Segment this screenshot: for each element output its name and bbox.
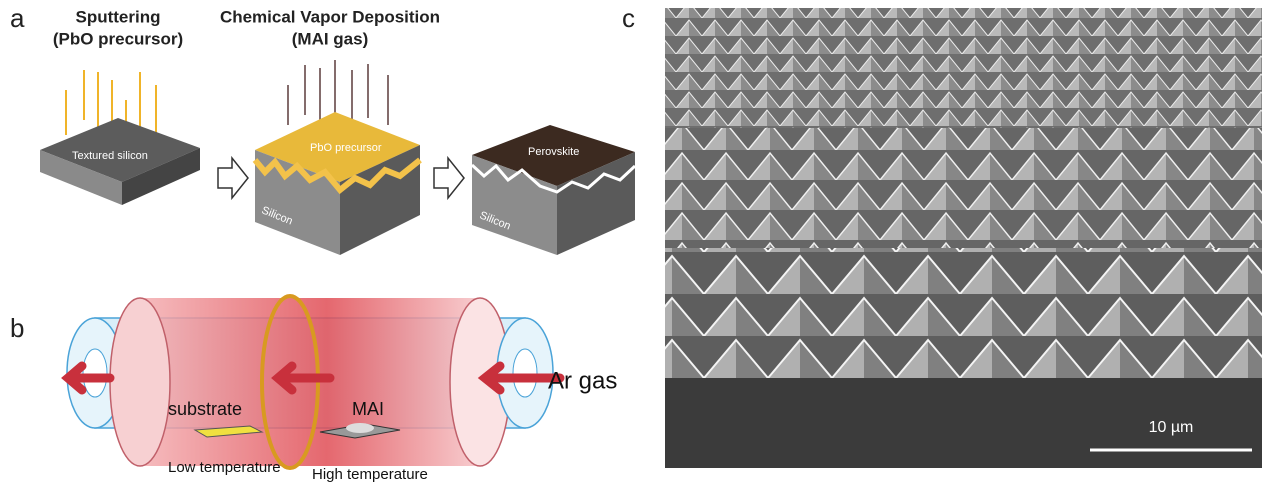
panel-label: c bbox=[622, 3, 635, 33]
mai-powder bbox=[346, 423, 374, 433]
process-arrow bbox=[434, 158, 464, 198]
tube-opening bbox=[83, 349, 107, 397]
step-title: Sputtering bbox=[76, 7, 161, 26]
panel-label: a bbox=[10, 3, 25, 33]
layer-label: Textured silicon bbox=[72, 150, 148, 162]
panel-b: b substrate MAI Ar gas Low temperature H… bbox=[10, 296, 617, 483]
sem-mid bbox=[665, 128, 1262, 248]
label: substrate bbox=[168, 399, 242, 419]
label: MAI bbox=[352, 399, 384, 419]
sem-near bbox=[665, 248, 1262, 378]
label: Low temperature bbox=[168, 459, 281, 476]
tube-opening bbox=[513, 349, 537, 397]
furnace-end bbox=[110, 298, 170, 466]
panel-a: a Sputtering (PbO precursor) Textured si… bbox=[10, 3, 635, 255]
scale-label: 10 µm bbox=[1149, 419, 1194, 436]
panel-label: b bbox=[10, 313, 24, 343]
process-arrow bbox=[218, 158, 248, 198]
layer-label: PbO precursor bbox=[310, 142, 382, 154]
step-title: (PbO precursor) bbox=[53, 29, 183, 48]
panel-c: c 10 µm bbox=[622, 3, 1262, 468]
step-title: Chemical Vapor Deposition bbox=[220, 7, 440, 26]
sem-far bbox=[665, 8, 1262, 128]
label: High temperature bbox=[312, 466, 428, 483]
step-title: (MAI gas) bbox=[292, 29, 369, 48]
layer-label: Perovskite bbox=[528, 146, 579, 158]
label: Ar gas bbox=[548, 367, 617, 394]
figure: a Sputtering (PbO precursor) Textured si… bbox=[0, 0, 1266, 484]
